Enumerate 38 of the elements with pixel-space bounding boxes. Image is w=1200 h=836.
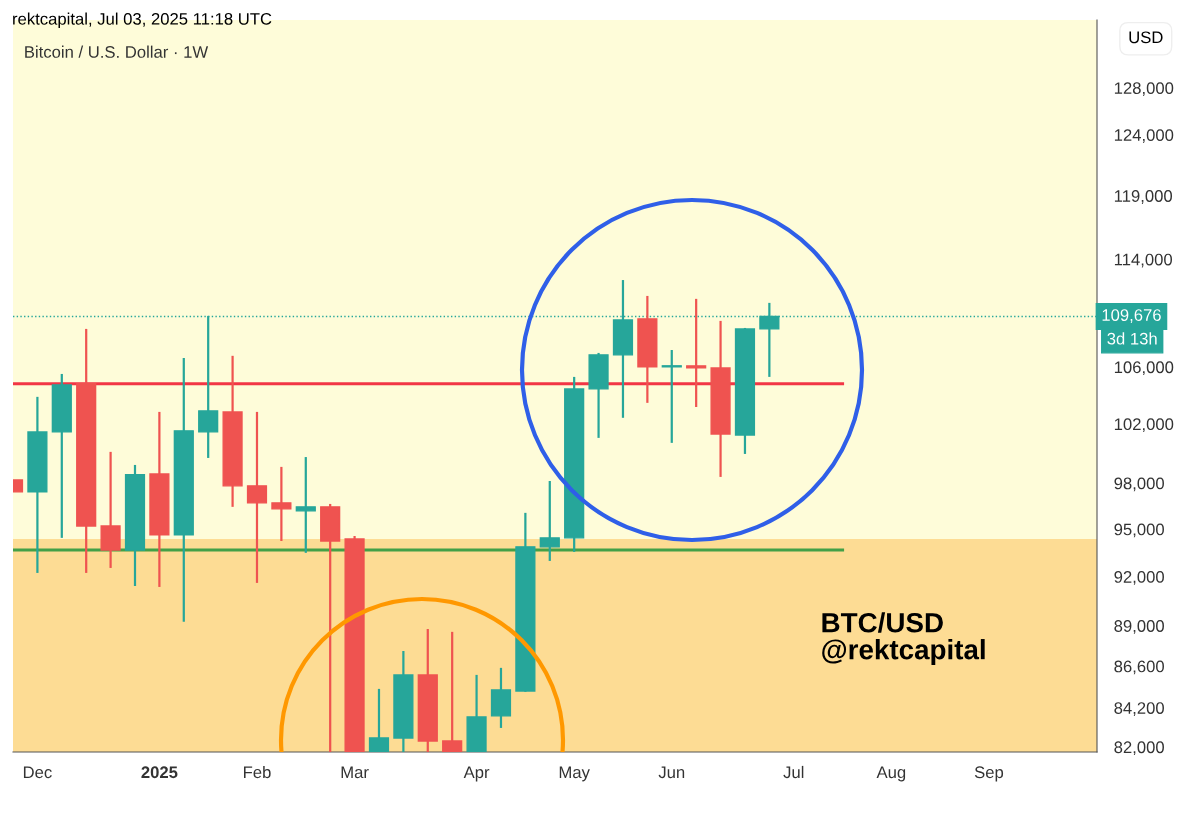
y-tick-label: 98,000: [1114, 477, 1164, 492]
candlestick: [246, 410, 268, 585]
candlestick: [100, 450, 121, 570]
candlestick: [661, 348, 682, 444]
candlestick: [539, 479, 560, 563]
text: 3d 13h: [1107, 332, 1157, 345]
y-tick-label: 106,000: [1114, 361, 1174, 376]
y-tick-label: 119,000: [1114, 190, 1173, 204]
y-tick-label: 95,000: [1114, 523, 1164, 538]
x-tick-label: 2025: [141, 766, 178, 779]
y-tick-label: 82,000: [1114, 741, 1164, 756]
text: Bitcoin / U.S. Dollar · 1W: [25, 45, 209, 58]
x-tick-label: Jul: [783, 765, 804, 779]
x-tick-label: Sep: [974, 766, 1004, 782]
y-tick-label: 84,200: [1114, 702, 1164, 716]
ref-line-label: 109,676: [1102, 309, 1161, 323]
candlestick: [368, 687, 390, 752]
x-tick-label: May: [559, 766, 590, 782]
annotation: BTC/USD @rektcapital: [822, 612, 985, 665]
y-tick-label: 114,000: [1114, 253, 1173, 268]
x-tick-label: Jun: [658, 766, 685, 779]
y-tick-label: 124,000: [1114, 129, 1174, 143]
x-tick-label: Apr: [463, 766, 490, 782]
candlestick: [442, 630, 463, 752]
y-tick-label: 128,000: [1114, 82, 1174, 96]
x-tick-label: Aug: [876, 766, 906, 782]
x-tick-label: Dec: [23, 766, 52, 779]
y-tick-label: 92,000: [1114, 571, 1164, 585]
candlestick: [271, 465, 292, 543]
y-tick-label: 89,000: [1114, 620, 1164, 634]
candlestick: [686, 297, 707, 409]
y-tick-label: 86,600: [1114, 660, 1164, 675]
annotation: rektcapital, Jul 03, 2025 11:18 UTC: [13, 12, 272, 29]
x-tick-label: Feb: [244, 765, 271, 779]
candlestick: [295, 455, 316, 554]
x-tick-label: Mar: [341, 766, 369, 779]
y-tick-label: 102,000: [1114, 418, 1174, 433]
y-axis-title: USD: [1129, 31, 1163, 44]
